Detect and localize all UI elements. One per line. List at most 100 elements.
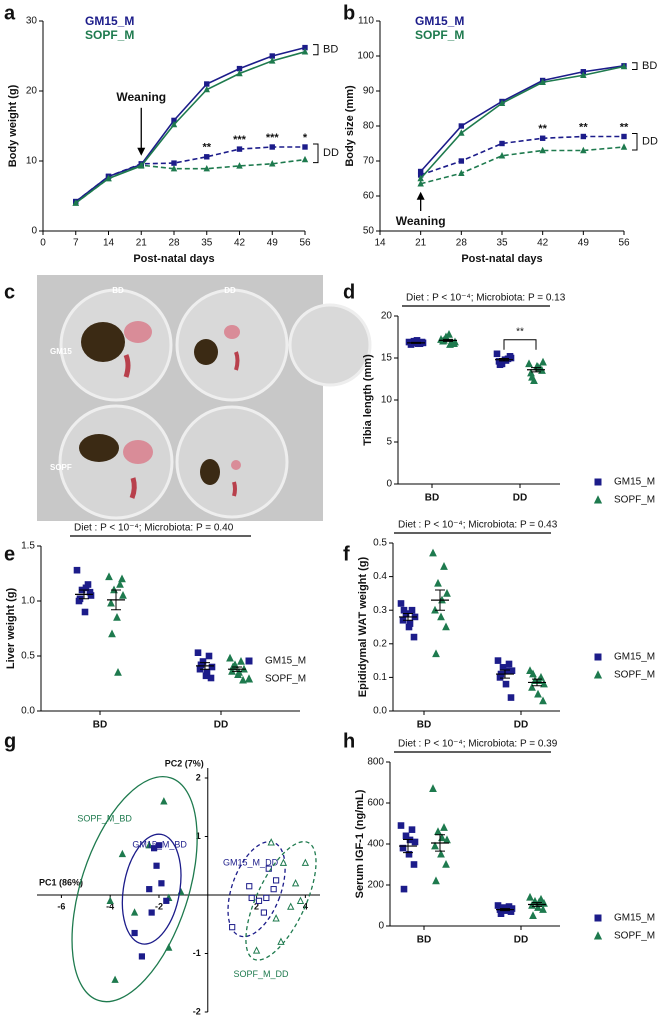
point (437, 849, 445, 858)
x-tick-label: 14 (374, 238, 386, 249)
significance: ** (620, 121, 629, 133)
point (155, 842, 163, 849)
panel-letter: h (343, 730, 355, 752)
legend-label: GM15_M (614, 477, 655, 488)
x-tick-label: 2 (254, 901, 259, 911)
point (458, 129, 465, 136)
x-tick-label: 35 (201, 238, 213, 249)
panel-letter: g (4, 730, 16, 752)
comparison-bracket (503, 339, 537, 350)
annotation: Weaning (116, 90, 166, 104)
point (529, 911, 537, 920)
legend-marker (594, 478, 602, 486)
y-tick-label: -1 (193, 948, 201, 958)
point (236, 162, 243, 169)
point (116, 580, 124, 588)
bracket-label: BD (323, 44, 338, 56)
point (279, 858, 288, 866)
legend-marker (594, 914, 602, 922)
y-axis-label: Epididymal WAT weight (g) (357, 556, 369, 697)
point (105, 572, 113, 581)
point (239, 675, 247, 684)
point (118, 574, 126, 583)
error-bar (411, 341, 421, 344)
point (170, 120, 178, 128)
point (493, 350, 501, 358)
point (207, 674, 215, 682)
bracket-label: DD (323, 147, 339, 159)
point (82, 584, 90, 592)
liver (81, 322, 125, 362)
y-axis-label: Body size (mm) (344, 85, 356, 167)
point (269, 57, 276, 64)
point (534, 903, 542, 911)
point (399, 844, 407, 852)
point (458, 158, 465, 164)
point (118, 849, 127, 858)
annotation: Diet : P < 10⁻⁴; Microbiota: P = 0.40 (74, 523, 234, 534)
point (539, 696, 547, 705)
legend-label: SOPF_M (85, 28, 134, 42)
significance: ** (538, 123, 547, 135)
point (450, 339, 458, 348)
y-tick-label: 200 (367, 880, 384, 891)
point (287, 902, 295, 910)
panel-letter: b (343, 2, 355, 24)
y-tick-label: 20 (381, 311, 393, 322)
point (113, 613, 121, 621)
x-tick-label: 21 (136, 238, 148, 249)
point (138, 953, 146, 960)
point (153, 862, 160, 869)
legend-marker (244, 674, 254, 683)
y-tick-label: 20 (26, 86, 38, 97)
point (138, 161, 145, 168)
point (255, 897, 263, 904)
tibia (234, 351, 240, 371)
point (443, 588, 451, 597)
x-tick-label: 49 (578, 238, 590, 249)
ellipse (71, 775, 198, 1003)
y-tick-label: 80 (363, 121, 375, 132)
point (526, 666, 534, 674)
y-tick-label: 0.3 (373, 605, 387, 616)
y-tick-label: 0.0 (21, 706, 35, 717)
point (204, 81, 210, 87)
y-tick-label: 5 (386, 437, 392, 448)
panel-letter: f (343, 543, 350, 565)
line (420, 65, 625, 180)
y-tick-label: 90 (363, 86, 375, 97)
point (402, 832, 410, 840)
group-label: SOPF_M_BD (77, 814, 132, 824)
x-tick-label: 28 (456, 238, 468, 249)
y-tick-label: 10 (26, 156, 38, 167)
point (203, 85, 210, 93)
legend-label: GM15_M (265, 656, 306, 667)
x-tick-label: 42 (234, 238, 246, 249)
point (163, 897, 170, 904)
point (528, 683, 536, 691)
point (236, 69, 243, 77)
line (420, 135, 624, 176)
point (406, 620, 414, 627)
x-tick-label: BD (425, 493, 439, 504)
group-label: GM15_M_BD (132, 840, 187, 850)
error-bar (532, 902, 542, 907)
dish (175, 288, 289, 402)
x-tick-label: -6 (57, 901, 65, 911)
point (529, 669, 537, 678)
error-bar (232, 666, 242, 672)
legend-label: SOPF_M (614, 495, 655, 506)
point (429, 548, 437, 557)
significance: ** (202, 142, 211, 154)
point (437, 612, 445, 621)
point (170, 164, 178, 172)
legend-marker (245, 657, 253, 665)
legend-marker (593, 931, 603, 940)
legend-label: GM15_M (415, 14, 464, 28)
error-bar (111, 589, 121, 611)
comparison-label: ** (516, 326, 524, 337)
y-tick-label: 1 (196, 831, 201, 841)
point (405, 850, 413, 858)
x-tick-label: DD (514, 935, 528, 946)
